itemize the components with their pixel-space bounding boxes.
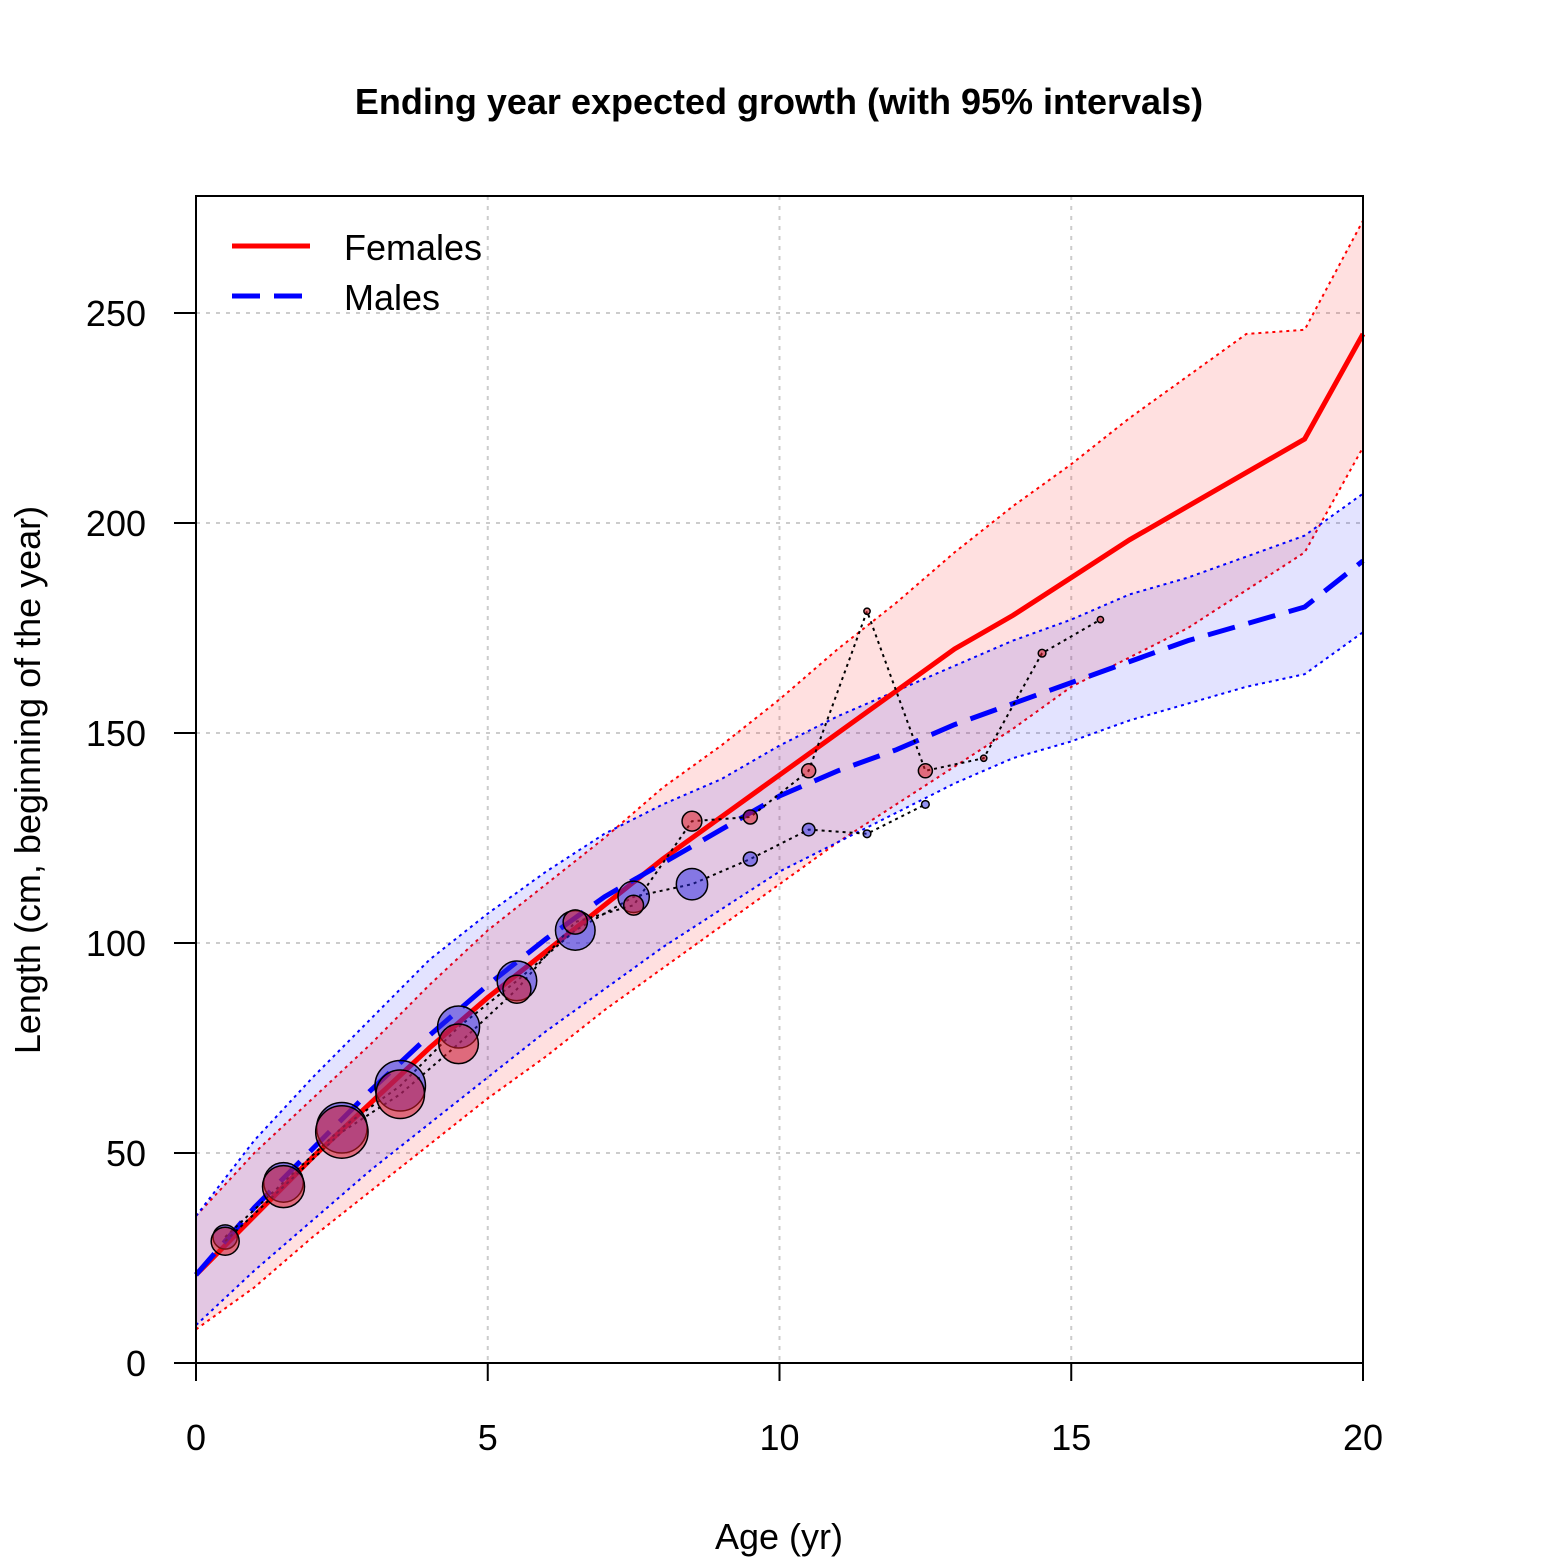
x-tick-label: 15	[1051, 1417, 1091, 1458]
observed-point-males	[862, 829, 872, 839]
observed-point-females	[375, 1069, 426, 1120]
observed-point-females	[979, 754, 988, 763]
observed-point-females	[622, 894, 645, 916]
observed-point-males	[920, 799, 930, 809]
observed-point-females	[261, 1164, 306, 1209]
x-tick-label: 5	[478, 1417, 498, 1458]
y-axis-label: Length (cm, beginning of the year)	[7, 506, 48, 1054]
y-tick-label: 150	[86, 713, 146, 754]
observed-point-females	[681, 810, 703, 832]
legend-label-females: Females	[344, 227, 482, 268]
observed-point-females	[314, 1105, 369, 1159]
y-tick-label: 100	[86, 923, 146, 964]
y-tick-label: 50	[106, 1133, 146, 1174]
observed-point-males	[801, 822, 816, 837]
legend-label-males: Males	[344, 277, 440, 318]
lower-bound-males	[195, 631, 1364, 1326]
observed-point-females	[1096, 615, 1105, 624]
x-tick-label: 20	[1343, 1417, 1383, 1458]
x-axis-label: Age (yr)	[715, 1516, 843, 1557]
observed-point-males	[742, 851, 759, 867]
interval-band-males	[196, 493, 1363, 1326]
observed-point-females	[562, 909, 589, 935]
chart-title: Ending year expected growth (with 95% in…	[355, 81, 1203, 122]
observed-point-females	[917, 763, 934, 779]
upper-bound-females	[195, 220, 1364, 1217]
observed-point-females	[438, 1023, 480, 1065]
observed-point-females	[742, 809, 759, 825]
observed-point-females	[210, 1226, 240, 1256]
observed-point-females	[502, 974, 532, 1004]
legend: Females Males	[232, 227, 482, 318]
observed-point-females	[800, 763, 817, 779]
observed-point-males	[675, 867, 709, 901]
series-line-males	[194, 558, 1365, 1277]
observed-point-females	[863, 607, 871, 616]
observed-point-females	[1037, 648, 1047, 658]
y-tick-label: 200	[86, 503, 146, 544]
y-tick-label: 250	[86, 293, 146, 334]
y-tick-label: 0	[126, 1343, 146, 1384]
x-tick-label: 10	[759, 1417, 799, 1458]
observed-points	[210, 607, 1105, 1256]
x-tick-label: 0	[186, 1417, 206, 1458]
